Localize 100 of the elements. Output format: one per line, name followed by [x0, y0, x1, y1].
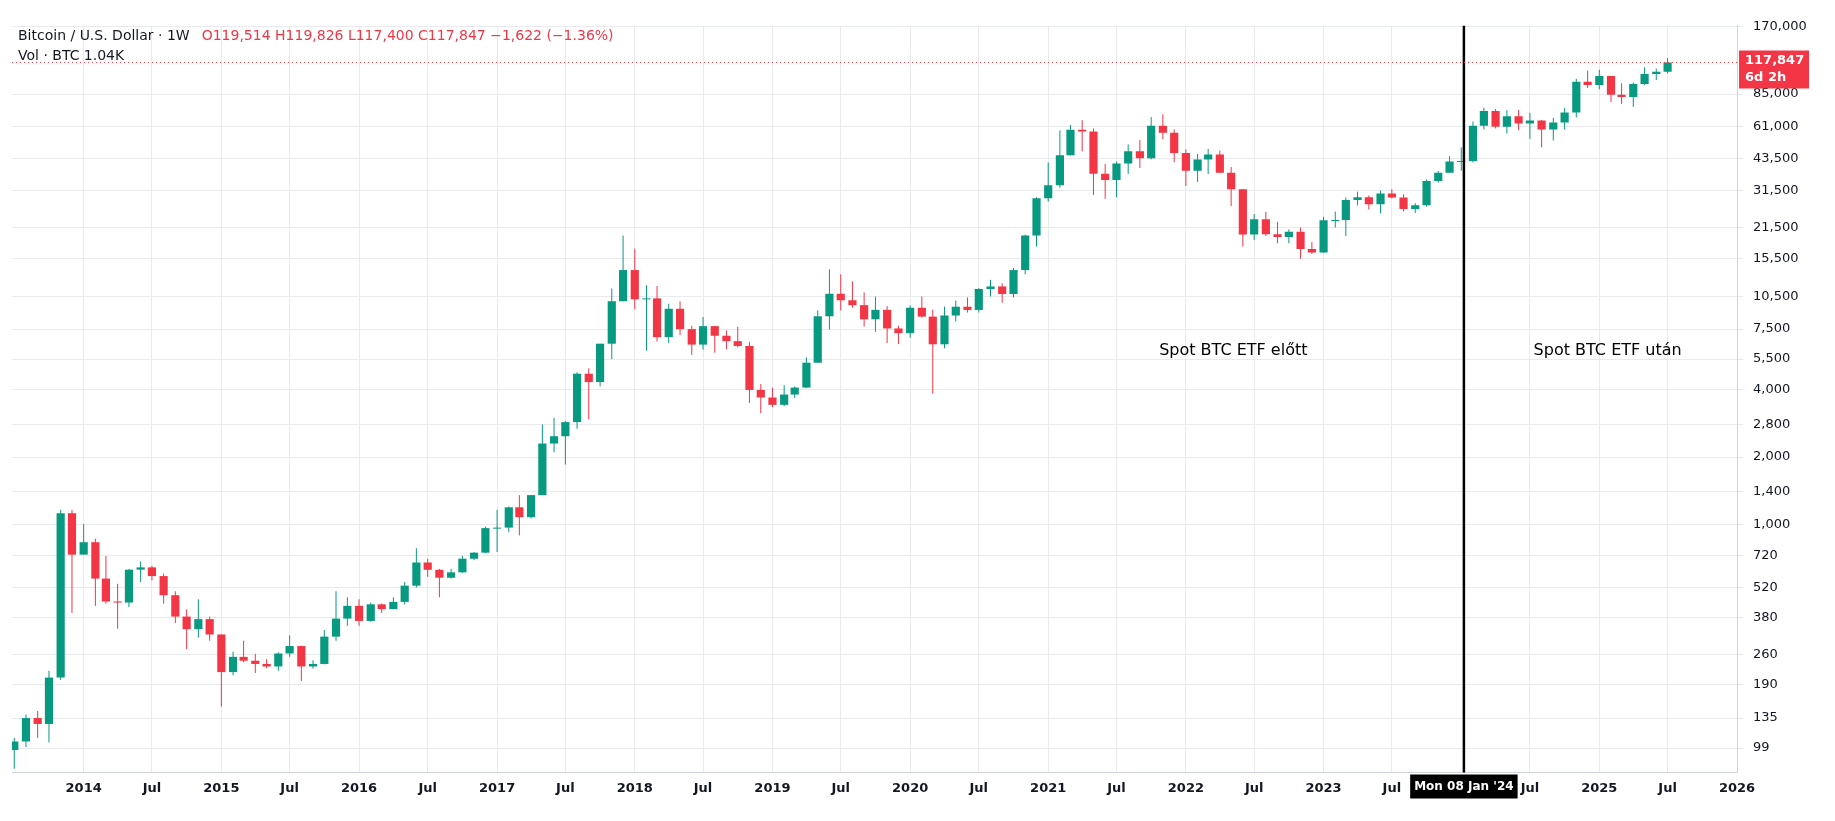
- x-tick-label: 2014: [65, 779, 102, 795]
- candlestick: [205, 616, 214, 642]
- y-tick-label: 5,500: [1753, 350, 1791, 366]
- candlestick: [274, 651, 283, 672]
- candlestick: [366, 602, 375, 623]
- candlestick: [733, 326, 742, 349]
- x-tick-label: 2017: [479, 779, 516, 795]
- candlestick: [894, 325, 903, 345]
- y-tick-label: 10,500: [1753, 287, 1799, 303]
- candlestick: [1170, 128, 1179, 163]
- x-tick-label: Jul: [968, 779, 989, 795]
- candlestick: [412, 547, 421, 588]
- x-tick-label: Jul: [830, 779, 851, 795]
- candlestick: [182, 608, 191, 650]
- y-tick-label: 135: [1753, 709, 1778, 725]
- candlestick: [756, 383, 765, 414]
- y-tick-label: 85,000: [1753, 85, 1799, 101]
- candlestick: [343, 596, 352, 627]
- y-tick-label: 2,000: [1753, 448, 1791, 464]
- x-tick-label: 2021: [1030, 779, 1067, 795]
- candlestick: [1261, 211, 1270, 237]
- candlestick: [1617, 82, 1626, 105]
- x-tick-label: 2020: [892, 779, 929, 795]
- y-tick-label: 2,800: [1753, 415, 1791, 431]
- candlestick: [1158, 113, 1167, 140]
- candlestick: [297, 645, 306, 682]
- candlestick: [1181, 148, 1190, 187]
- candlestick: [1331, 211, 1340, 229]
- x-tick-label: Jul: [692, 779, 713, 795]
- candlestick: [113, 583, 122, 630]
- x-tick-label: 2023: [1305, 779, 1342, 795]
- candlestick: [675, 300, 685, 336]
- y-tick-label: 170,000: [1753, 18, 1807, 34]
- x-tick-label: 2018: [616, 779, 653, 795]
- candlestick: [871, 296, 880, 333]
- candlestick: [1595, 69, 1604, 90]
- ref-line-label: Mon 08 Jan '24: [1414, 778, 1514, 793]
- candlestick: [331, 590, 341, 642]
- candlestick: [642, 284, 651, 352]
- candlestick: [1135, 139, 1144, 169]
- candlestick: [285, 634, 294, 658]
- candlestick: [228, 651, 238, 676]
- candlestick: [836, 273, 845, 311]
- candlestick: [998, 282, 1007, 304]
- y-tick-label: 260: [1753, 645, 1778, 661]
- x-tick-label: Jul: [1519, 779, 1540, 795]
- candlestick: [1009, 267, 1018, 298]
- x-tick-label: Jul: [555, 779, 575, 795]
- y-tick-label: 21,500: [1753, 218, 1799, 234]
- chart-title: Bitcoin / U.S. Dollar · 1W: [18, 27, 190, 44]
- ref-line-label: 117,847: [1745, 51, 1805, 67]
- candlestick: [917, 296, 926, 319]
- y-tick-label: 190: [1753, 676, 1778, 692]
- candlestick: [1491, 108, 1500, 129]
- candlestick: [251, 653, 260, 674]
- candlestick: [1284, 228, 1293, 244]
- candlestick: [1273, 221, 1282, 244]
- x-tick-label: 2026: [1718, 779, 1756, 795]
- y-tick-label: 15,500: [1753, 250, 1799, 266]
- candlestick: [1204, 148, 1213, 175]
- candlestick: [1502, 109, 1511, 135]
- candlestick: [883, 305, 892, 344]
- candlestick: [493, 509, 502, 553]
- candlestick: [860, 291, 869, 328]
- candlestick: [768, 387, 777, 408]
- candlestick: [1101, 163, 1110, 200]
- x-tick-label: Jul: [1106, 779, 1126, 795]
- candlestick: [239, 640, 248, 663]
- candlestick: [354, 598, 364, 627]
- x-tick-label: Jul: [417, 779, 437, 795]
- candlestick: [848, 280, 857, 309]
- y-tick-label: 720: [1753, 547, 1778, 563]
- x-tick-label: 2019: [754, 779, 791, 795]
- candlestick: [515, 494, 524, 536]
- y-tick-label: 31,500: [1753, 181, 1799, 197]
- candlestick: [21, 714, 31, 748]
- candlestick: [194, 598, 203, 639]
- x-tick-label: Jul: [1243, 779, 1264, 795]
- candlestick: [400, 581, 409, 606]
- candlestick: [1606, 75, 1616, 103]
- x-tick-label: Jul: [1657, 779, 1677, 795]
- candlestick: [171, 590, 180, 624]
- candlestick: [698, 316, 708, 351]
- x-tick-label: 2025: [1581, 779, 1618, 795]
- x-tick-label: 2016: [340, 779, 378, 795]
- candlestick: [1341, 196, 1350, 237]
- candlestick: [526, 494, 536, 520]
- candlestick: [1296, 227, 1305, 260]
- candlestick: [1193, 153, 1202, 183]
- y-tick-label: 520: [1753, 578, 1778, 594]
- candlestick: [79, 523, 88, 556]
- text: 6d 2h: [1745, 68, 1787, 84]
- candlestick: [1560, 107, 1569, 131]
- candlestick: [780, 384, 789, 407]
- candlestick: [423, 558, 432, 578]
- annotation: Spot BTC ETF után: [1533, 339, 1682, 359]
- candlestick: [561, 420, 570, 466]
- candlestick: [722, 329, 731, 350]
- y-tick-label: 380: [1753, 609, 1778, 625]
- y-tick-label: 99: [1753, 739, 1770, 755]
